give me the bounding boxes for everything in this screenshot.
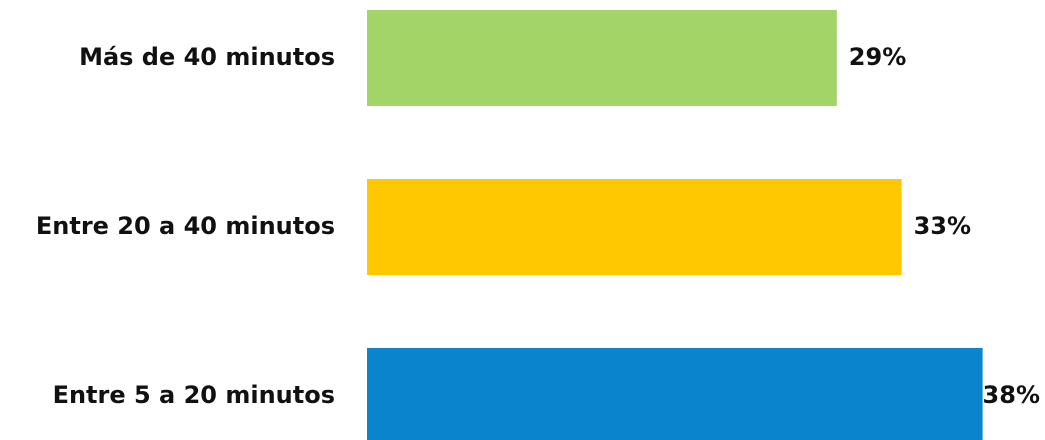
bar-2: [367, 179, 902, 275]
value-label-2: 33%: [914, 212, 971, 240]
value-label-3: 38%: [983, 381, 1040, 409]
category-label-3: Entre 5 a 20 minutos: [53, 381, 335, 409]
category-labels-group: Más de 40 minutos Entre 20 a 40 minutos En…: [36, 43, 335, 409]
bars-group: [367, 10, 983, 440]
bar-3: [367, 348, 983, 440]
bar-1: [367, 10, 837, 106]
category-label-2: Entre 20 a 40 minutos: [36, 212, 335, 240]
category-label-1: Más de 40 minutos: [79, 43, 335, 71]
value-labels-group: 29% 33% 38%: [849, 43, 1040, 409]
value-label-1: 29%: [849, 43, 906, 71]
